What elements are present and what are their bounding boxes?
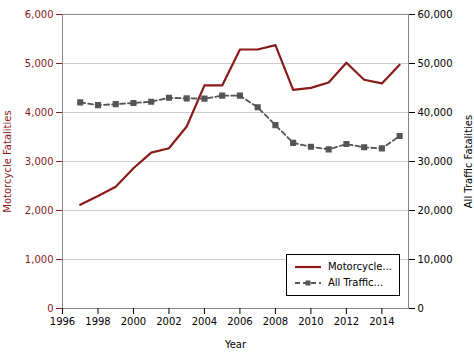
svg-text:60,000: 60,000 (418, 9, 453, 20)
svg-text:10,000: 10,000 (418, 254, 453, 265)
svg-text:2010: 2010 (298, 316, 323, 327)
svg-text:20,000: 20,000 (418, 205, 453, 216)
svg-text:30,000: 30,000 (418, 156, 453, 167)
html-text:Motorcycle...: Motorcycle... (327, 261, 392, 272)
svg-text:1,000: 1,000 (25, 254, 54, 265)
svg-text:1998: 1998 (85, 316, 110, 327)
svg-text:2004: 2004 (192, 316, 217, 327)
svg-text:2014: 2014 (369, 316, 394, 327)
svg-text:2008: 2008 (263, 316, 288, 327)
svg-text:0: 0 (418, 303, 424, 314)
svg-text:2000: 2000 (121, 316, 146, 327)
svg-text:0: 0 (47, 303, 53, 314)
svg-text:All Traffic Fatalities: All Traffic Fatalities (463, 115, 474, 208)
svg-text:2012: 2012 (334, 316, 359, 327)
svg-text:2006: 2006 (227, 316, 252, 327)
svg-text:40,000: 40,000 (418, 107, 453, 118)
svg-text:2,000: 2,000 (25, 205, 54, 216)
svg-text:4,000: 4,000 (25, 107, 54, 118)
svg-text:2002: 2002 (156, 316, 181, 327)
svg-text:Motorcycle Fatalities: Motorcycle Fatalities (2, 110, 13, 212)
svg-text:5,000: 5,000 (25, 58, 54, 69)
svg-text:1996: 1996 (50, 316, 75, 327)
html-text:All Traffic...: All Traffic... (327, 277, 384, 288)
svg-text:3,000: 3,000 (25, 156, 54, 167)
svg-text:6,000: 6,000 (25, 9, 54, 20)
svg-text:50,000: 50,000 (418, 58, 453, 69)
svg-text:Year: Year (224, 339, 247, 350)
